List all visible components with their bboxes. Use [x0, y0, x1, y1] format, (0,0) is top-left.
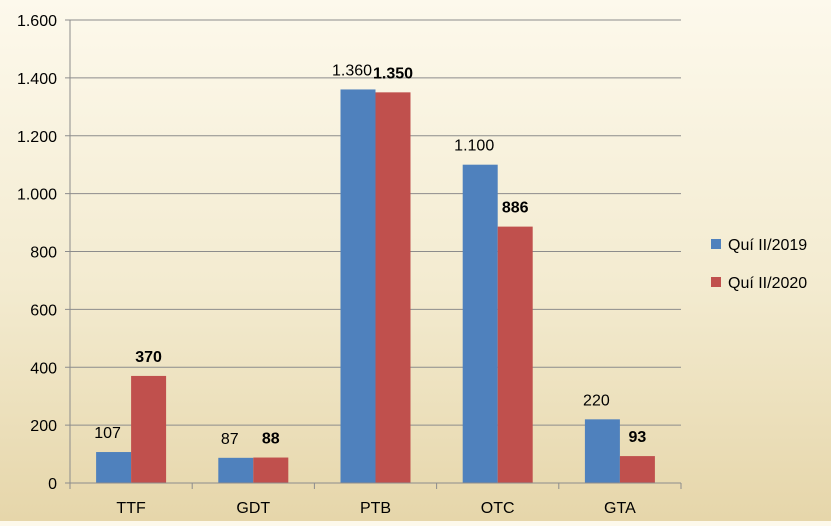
legend-label: Quí II/2019 — [728, 237, 807, 254]
bar-otc-series-2 — [497, 226, 533, 483]
x-category-label: PTB — [360, 500, 391, 517]
legend-label: Quí II/2020 — [728, 275, 807, 292]
bar-ptb-series-2 — [375, 92, 411, 483]
y-tick-label: 1.600 — [17, 13, 57, 30]
data-label: 1.360 — [332, 62, 372, 79]
data-label: 107 — [94, 425, 121, 442]
legend-swatch — [711, 277, 721, 287]
y-tick-label: 400 — [30, 360, 57, 377]
y-axis-ticks: 0 200 400 600 800 1.000 1.200 1.400 1.600 — [17, 13, 70, 493]
data-labels: 107 370 87 88 1.360 1.350 1.100 886 220 93 — [94, 62, 646, 447]
x-axis-categories: TTF GDT PTB OTC GTA — [116, 500, 636, 517]
bar-ttf-series-2 — [131, 375, 167, 483]
data-label: 370 — [135, 349, 162, 366]
data-label: 88 — [262, 431, 280, 448]
data-label: 93 — [629, 429, 647, 446]
bar-gdt-series-1 — [218, 457, 254, 483]
bar-otc-series-1 — [462, 164, 498, 483]
bar-ttf-series-1 — [96, 452, 132, 483]
bar-gta-series-2 — [619, 456, 655, 483]
y-tick-label: 0 — [48, 476, 57, 493]
x-category-label: GTA — [604, 500, 636, 517]
bar-gdt-series-2 — [253, 457, 289, 483]
legend-swatch — [711, 239, 721, 249]
bars — [96, 89, 655, 483]
data-label: 1.350 — [373, 65, 413, 82]
y-tick-label: 1.200 — [17, 129, 57, 146]
bar-gta-series-1 — [584, 419, 620, 483]
bar-ptb-series-1 — [340, 89, 376, 483]
data-label: 220 — [583, 392, 610, 409]
y-tick-label: 1.000 — [17, 187, 57, 204]
x-category-label: GDT — [236, 500, 270, 517]
y-tick-label: 200 — [30, 418, 57, 435]
y-tick-label: 1.400 — [17, 71, 57, 88]
legend: Quí II/2019 Quí II/2020 — [711, 237, 807, 292]
axes — [69, 20, 682, 489]
data-label: 886 — [502, 200, 529, 217]
x-category-label: OTC — [481, 500, 515, 517]
data-label: 1.100 — [454, 138, 494, 155]
x-category-label: TTF — [116, 500, 146, 517]
data-label: 87 — [221, 431, 239, 448]
y-tick-label: 800 — [30, 245, 57, 262]
y-tick-label: 600 — [30, 302, 57, 319]
